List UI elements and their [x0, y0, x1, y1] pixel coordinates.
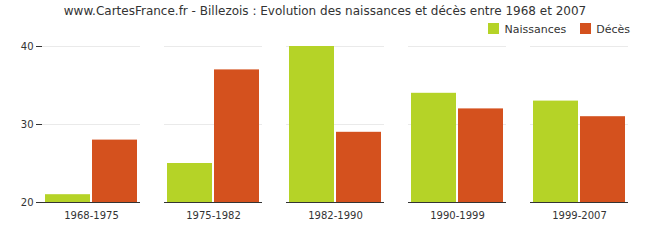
html-text:www.CartesFrance.fr - Billezoi: www.CartesFrance.fr - Billezois : Evolut… [63, 4, 587, 18]
html-text:Décès: Décès [596, 22, 630, 36]
svg-text:1999-2007: 1999-2007 [552, 210, 607, 221]
svg-text:1968-1975: 1968-1975 [64, 210, 119, 221]
svg-text:40: 40 [21, 41, 34, 52]
svg-text:30: 30 [21, 119, 34, 130]
svg-text:1982-1990: 1982-1990 [308, 210, 363, 221]
svg-text:1990-1999: 1990-1999 [430, 210, 485, 221]
svg-text:1975-1982: 1975-1982 [186, 210, 241, 221]
html-text:Naissances: Naissances [504, 22, 567, 36]
svg-text:20: 20 [21, 197, 34, 208]
